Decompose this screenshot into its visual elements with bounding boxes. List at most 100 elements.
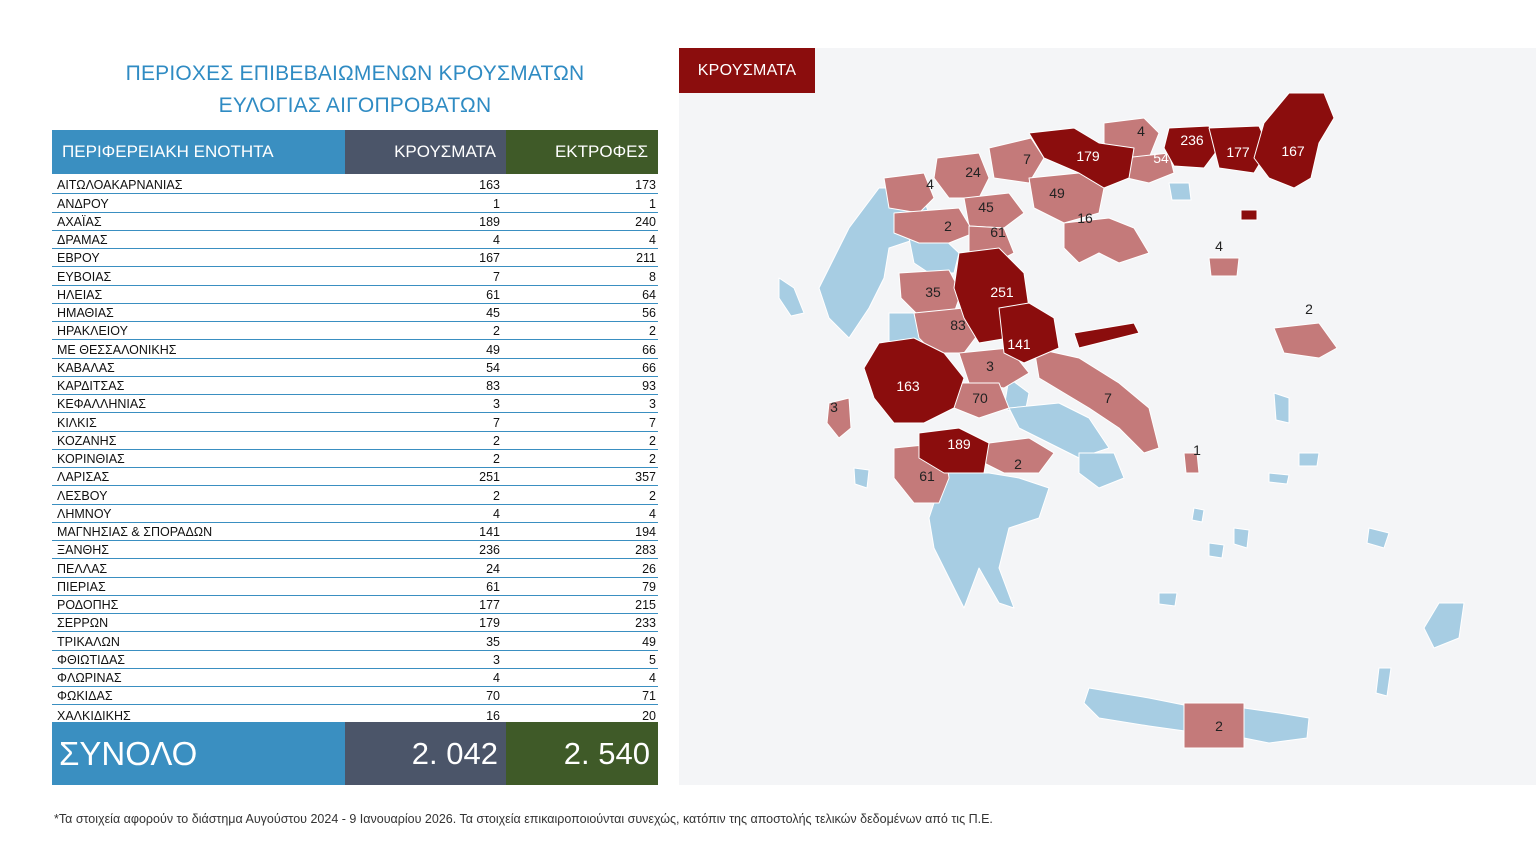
region-cell: ΡΟΔΟΠΗΣ bbox=[57, 598, 119, 612]
farms-cell: 1 bbox=[649, 196, 656, 211]
table-row: ΚΟΖΑΝΗΣ 2 2 bbox=[52, 432, 658, 450]
map-label-limnos: 4 bbox=[1215, 238, 1223, 254]
region-cell: ΔΡΑΜΑΣ bbox=[57, 233, 108, 247]
table-row: ΠΙΕΡΙΑΣ 61 79 bbox=[52, 578, 658, 596]
map-region-aitoloakarnania bbox=[863, 337, 965, 424]
map-region-crete-west bbox=[1083, 687, 1200, 734]
map-region-karpathos bbox=[1375, 667, 1392, 697]
region-cell: ΕΒΡΟΥ bbox=[57, 251, 100, 266]
farms-cell: 283 bbox=[635, 543, 656, 558]
map-region-imathia bbox=[963, 192, 1025, 229]
map-label-kavala: 54 bbox=[1153, 150, 1169, 166]
cases-cell: 3 bbox=[493, 652, 500, 667]
map-region-limnos bbox=[1208, 257, 1240, 277]
title-line-2: ΕΥΛΟΓΙΑΣ ΑΙΓΟΠΡΟΒΑΤΩΝ bbox=[218, 94, 492, 117]
region-cell: ΜΑΓΝΗΣΙΑΣ & ΣΠΟΡΑΔΩΝ bbox=[57, 525, 213, 539]
table-row: ΑΧΑΪΑΣ 189 240 bbox=[52, 213, 658, 231]
region-cell: ΚΙΛΚΙΣ bbox=[57, 415, 97, 430]
table-row: ΜΑΓΝΗΣΙΑΣ & ΣΠΟΡΑΔΩΝ 141 194 bbox=[52, 523, 658, 541]
farms-cell: 2 bbox=[649, 433, 656, 448]
farms-cell: 357 bbox=[635, 470, 656, 485]
region-cell: ΚΟΡΙΝΘΙΑΣ bbox=[57, 452, 125, 466]
cases-cell: 7 bbox=[493, 415, 500, 430]
cases-cell: 4 bbox=[493, 233, 500, 247]
table-row: ΦΛΩΡΙΝΑΣ 4 4 bbox=[52, 669, 658, 687]
cases-cell: 177 bbox=[479, 598, 500, 612]
map-region-ikaria bbox=[1268, 472, 1290, 485]
farms-cell: 66 bbox=[642, 360, 656, 375]
farms-cell: 4 bbox=[649, 233, 656, 247]
farms-cell: 240 bbox=[635, 214, 656, 229]
farms-cell: 4 bbox=[649, 506, 656, 521]
legend-badge: ΚΡΟΥΣΜΑΤΑ bbox=[679, 48, 815, 93]
cases-cell: 167 bbox=[479, 251, 500, 266]
map-label-serres: 179 bbox=[1076, 148, 1100, 164]
cases-cell: 45 bbox=[486, 306, 500, 320]
region-cell: ΗΡΑΚΛΕΙΟΥ bbox=[57, 324, 128, 339]
map-region-cyclades-milos bbox=[1158, 592, 1178, 607]
farms-cell: 211 bbox=[636, 251, 656, 266]
region-cell: ΠΙΕΡΙΑΣ bbox=[57, 579, 106, 594]
total-label: ΣΥΝΟΛΟ bbox=[52, 722, 345, 785]
map-region-zakynthos bbox=[853, 467, 870, 489]
table-row: ΚΑΡΔΙΤΣΑΣ 83 93 bbox=[52, 377, 658, 395]
column-header-farms: ΕΚΤΡΟΦΕΣ bbox=[506, 130, 658, 174]
cases-cell: 4 bbox=[493, 671, 500, 685]
farms-cell: 2 bbox=[649, 452, 656, 466]
farms-cell: 194 bbox=[635, 525, 656, 539]
farms-cell: 71 bbox=[642, 689, 656, 704]
region-cell: ΧΑΛΚΙΔΙΚΗΣ bbox=[57, 708, 131, 723]
farms-cell: 93 bbox=[642, 379, 656, 393]
map-region-peloponnese bbox=[928, 472, 1050, 609]
map-label-thessaloniki: 49 bbox=[1049, 185, 1065, 201]
map-region-sporades bbox=[1073, 322, 1140, 349]
map-region-crete-east bbox=[1243, 707, 1310, 744]
table-body: ΑΙΤΩΛΟΑΚΑΡΝΑΝΙΑΣ 163 173 ΑΝΔΡΟΥ 1 1 ΑΧΑΪΑΣ 189 2… bbox=[52, 176, 658, 724]
map-region-achaia bbox=[918, 427, 990, 474]
map-region-chios bbox=[1273, 392, 1290, 424]
cases-cell: 2 bbox=[493, 488, 500, 503]
cases-cell: 61 bbox=[486, 579, 500, 594]
table-row: ΗΛΕΙΑΣ 61 64 bbox=[52, 286, 658, 304]
cases-cell: 61 bbox=[486, 287, 500, 302]
map-region-chalkidiki bbox=[1063, 217, 1150, 264]
map-region-fthiotida bbox=[958, 347, 1030, 389]
table-row: ΔΡΑΜΑΣ 4 4 bbox=[52, 231, 658, 249]
region-cell: ΗΜΑΘΙΑΣ bbox=[57, 306, 114, 320]
cases-cell: 54 bbox=[486, 360, 500, 375]
table-row: ΦΘΙΩΤΙΔΑΣ 3 5 bbox=[52, 651, 658, 669]
map-label-heraklion: 2 bbox=[1215, 718, 1223, 734]
map-label-andros: 1 bbox=[1193, 442, 1201, 458]
farms-cell: 56 bbox=[642, 306, 656, 320]
column-header-cases: ΚΡΟΥΣΜΑΤΑ bbox=[345, 130, 506, 174]
cases-cell: 2 bbox=[493, 324, 500, 339]
map-region-cyclades-syros bbox=[1191, 507, 1205, 523]
table-row: ΛΗΜΝΟΥ 4 4 bbox=[52, 505, 658, 523]
table-row: ΚΙΛΚΙΣ 7 7 bbox=[52, 413, 658, 432]
region-cell: ΦΩΚΙΔΑΣ bbox=[57, 689, 113, 704]
map-region-xanthi bbox=[1163, 125, 1220, 169]
table-row: ΑΙΤΩΛΟΑΚΑΡΝΑΝΙΑΣ 163 173 bbox=[52, 176, 658, 195]
table-row: ΜΕ ΘΕΣΣΑΛΟΝΙΚΗΣ 49 66 bbox=[52, 340, 658, 359]
page-title: ΠΕΡΙΟΧΕΣ ΕΠΙΒΕΒΑΙΩΜΕΝΩΝ ΚΡΟΥΣΜΑΤΩΝ ΕΥΛΟΓ… bbox=[52, 58, 658, 122]
cases-cell: 1 bbox=[493, 196, 500, 211]
farms-cell: 5 bbox=[649, 652, 656, 667]
region-cell: ΚΑΒΑΛΑΣ bbox=[57, 360, 115, 375]
farms-cell: 66 bbox=[642, 342, 656, 357]
table-row: ΛΕΣΒΟΥ 2 2 bbox=[52, 486, 658, 505]
map-label-evia: 7 bbox=[1104, 390, 1112, 406]
region-cell: ΦΛΩΡΙΝΑΣ bbox=[57, 671, 122, 685]
map-label-pella: 24 bbox=[965, 164, 981, 180]
table-row: ΛΑΡΙΣΑΣ 251 357 bbox=[52, 468, 658, 487]
table-row: ΠΕΛΛΑΣ 24 26 bbox=[52, 559, 658, 578]
map-label-larisa: 251 bbox=[990, 284, 1014, 300]
region-cell: ΦΘΙΩΤΙΔΑΣ bbox=[57, 652, 126, 667]
farms-cell: 64 bbox=[642, 287, 656, 302]
map-label-achaia: 189 bbox=[947, 436, 971, 452]
region-cell: ΛΗΜΝΟΥ bbox=[57, 506, 112, 521]
cases-cell: 163 bbox=[479, 178, 500, 193]
column-header-region: ΠΕΡΙΦΕΡΕΙΑΚΗ ΕΝΟΤΗΤΑ bbox=[52, 130, 345, 174]
total-row: ΣΥΝΟΛΟ 2. 042 2. 540 bbox=[52, 722, 658, 785]
cases-cell: 4 bbox=[493, 506, 500, 521]
table-row: ΤΡΙΚΑΛΩΝ 35 49 bbox=[52, 632, 658, 651]
